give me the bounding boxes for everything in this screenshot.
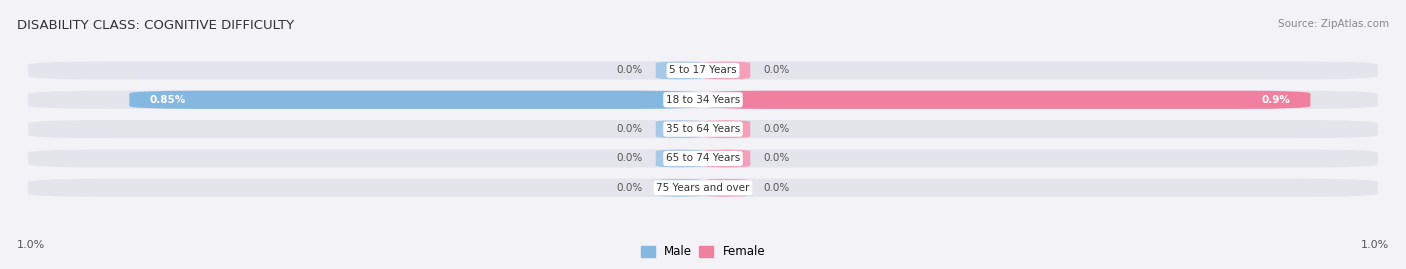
- FancyBboxPatch shape: [129, 91, 703, 109]
- FancyBboxPatch shape: [655, 179, 703, 197]
- Text: 0.0%: 0.0%: [616, 154, 643, 164]
- FancyBboxPatch shape: [703, 91, 1310, 109]
- FancyBboxPatch shape: [703, 61, 751, 80]
- Text: 0.85%: 0.85%: [149, 95, 186, 105]
- FancyBboxPatch shape: [655, 61, 703, 80]
- Text: 65 to 74 Years: 65 to 74 Years: [666, 154, 740, 164]
- Text: 18 to 34 Years: 18 to 34 Years: [666, 95, 740, 105]
- FancyBboxPatch shape: [655, 120, 703, 138]
- FancyBboxPatch shape: [655, 149, 703, 168]
- Text: 0.9%: 0.9%: [1261, 95, 1291, 105]
- FancyBboxPatch shape: [703, 120, 751, 138]
- FancyBboxPatch shape: [28, 120, 1378, 138]
- Text: 0.0%: 0.0%: [616, 183, 643, 193]
- FancyBboxPatch shape: [28, 61, 1378, 80]
- Text: 0.0%: 0.0%: [763, 124, 790, 134]
- FancyBboxPatch shape: [28, 91, 1378, 109]
- Text: 0.0%: 0.0%: [616, 124, 643, 134]
- Text: DISABILITY CLASS: COGNITIVE DIFFICULTY: DISABILITY CLASS: COGNITIVE DIFFICULTY: [17, 19, 294, 32]
- Text: 0.0%: 0.0%: [763, 183, 790, 193]
- FancyBboxPatch shape: [703, 179, 751, 197]
- Text: Source: ZipAtlas.com: Source: ZipAtlas.com: [1278, 19, 1389, 29]
- Legend: Male, Female: Male, Female: [636, 241, 770, 263]
- Text: 5 to 17 Years: 5 to 17 Years: [669, 65, 737, 75]
- Text: 0.0%: 0.0%: [763, 65, 790, 75]
- Text: 1.0%: 1.0%: [17, 240, 45, 250]
- FancyBboxPatch shape: [28, 149, 1378, 168]
- Text: 75 Years and over: 75 Years and over: [657, 183, 749, 193]
- Text: 35 to 64 Years: 35 to 64 Years: [666, 124, 740, 134]
- Text: 0.0%: 0.0%: [616, 65, 643, 75]
- Text: 0.0%: 0.0%: [763, 154, 790, 164]
- FancyBboxPatch shape: [28, 179, 1378, 197]
- FancyBboxPatch shape: [703, 149, 751, 168]
- Text: 1.0%: 1.0%: [1361, 240, 1389, 250]
